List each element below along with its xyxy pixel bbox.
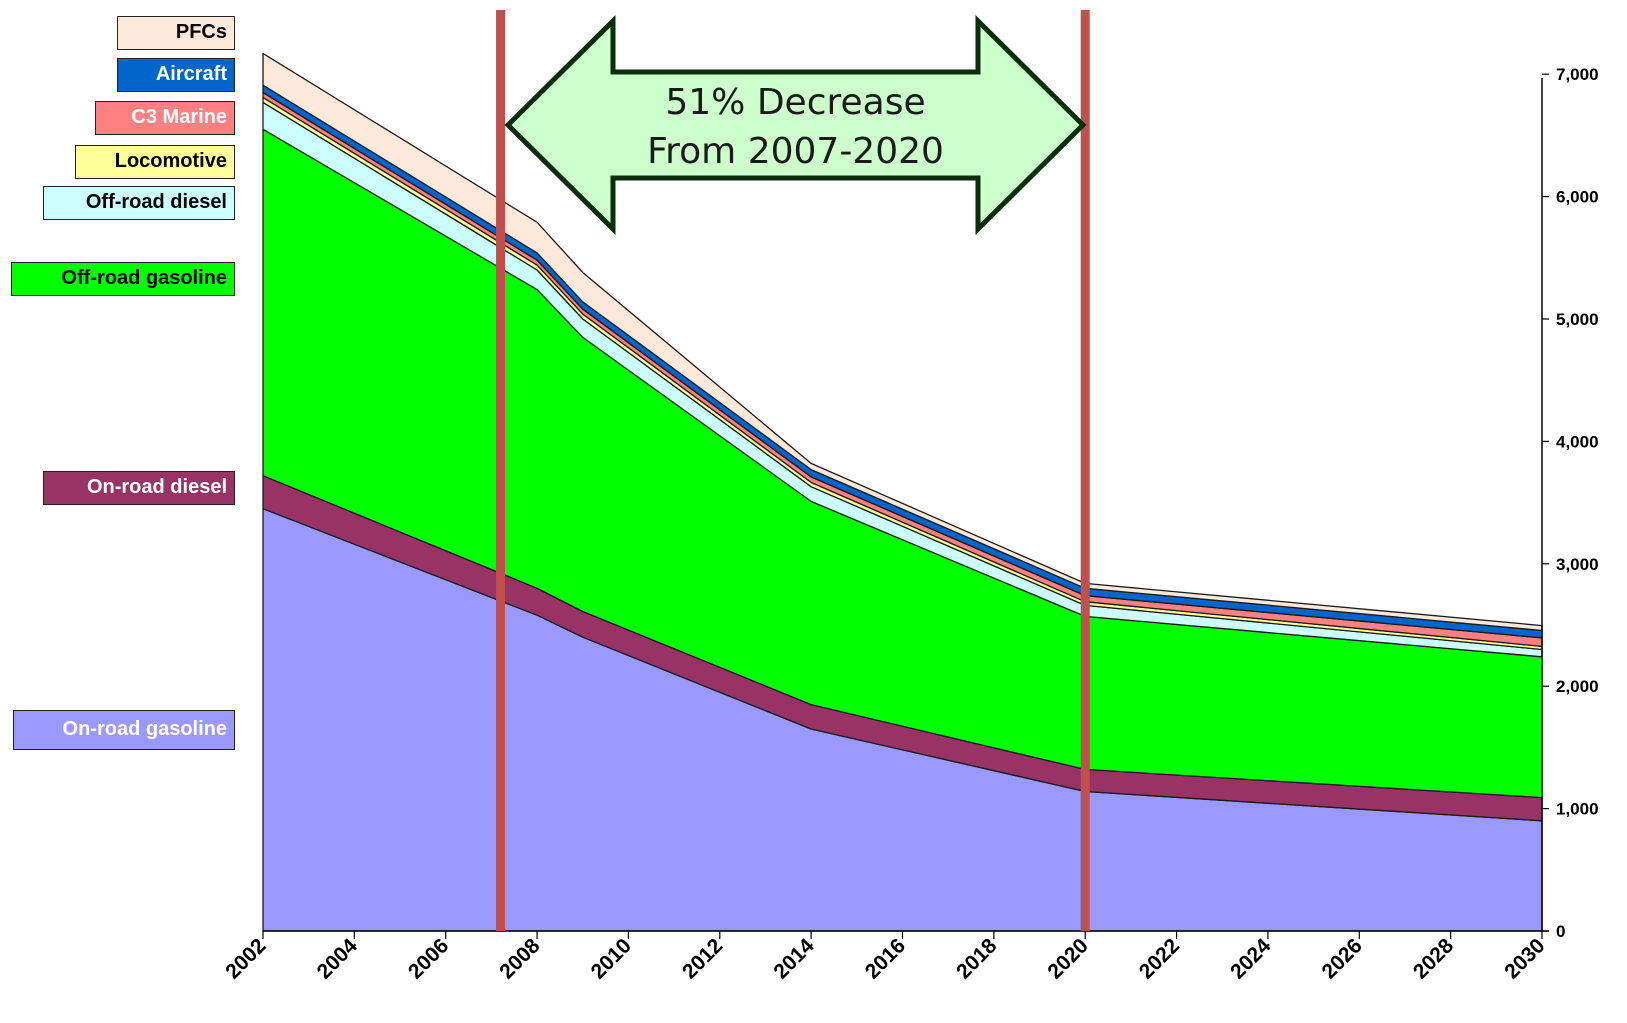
legend-item-locomotive: Locomotive [75, 145, 235, 179]
x-tick-label: 2020 [1043, 934, 1092, 983]
x-tick-label: 2018 [952, 934, 1002, 984]
x-tick-label: 2012 [678, 934, 727, 983]
x-tick-label: 2030 [1500, 934, 1549, 983]
y-tick-label: 2,000 [1556, 677, 1599, 696]
y-tick-label: 7,000 [1556, 65, 1599, 84]
x-tick-label: 2028 [1409, 934, 1459, 984]
y-tick-label: 3,000 [1556, 555, 1599, 574]
y-tick-label: 6,000 [1556, 188, 1599, 207]
y-tick-label: 0 [1556, 922, 1565, 941]
x-tick-label: 2022 [1135, 934, 1184, 983]
legend-item-aircraft: Aircraft [117, 58, 235, 92]
legend-item-on-road-diesel: On-road diesel [43, 471, 235, 505]
x-tick-label: 2010 [587, 934, 636, 983]
legend-item-pfcs: PFCs [117, 16, 235, 50]
x-tick-label: 2004 [313, 934, 363, 984]
x-tick-label: 2008 [495, 934, 545, 984]
x-tick-label: 2006 [404, 934, 453, 983]
x-tick-label: 2002 [221, 934, 270, 983]
legend-item-on-road-gasoline: On-road gasoline [13, 710, 235, 750]
x-tick-label: 2016 [861, 934, 910, 983]
y-tick-label: 1,000 [1556, 800, 1599, 819]
x-tick-label: 2024 [1226, 934, 1276, 984]
y-tick-label: 4,000 [1556, 432, 1599, 451]
annotation-line-1: 51% Decrease [665, 82, 925, 123]
annotation-line-2: From 2007-2020 [647, 131, 944, 172]
x-tick-label: 2026 [1318, 934, 1367, 983]
y-tick-label: 5,000 [1556, 310, 1599, 329]
double-arrow-annotation [504, 15, 1087, 235]
legend-item-off-road-diesel: Off-road diesel [43, 186, 235, 220]
x-tick-label: 2014 [769, 934, 819, 984]
legend-item-c3-marine: C3 Marine [95, 101, 235, 135]
legend-item-off-road-gasoline: Off-road gasoline [11, 262, 235, 296]
